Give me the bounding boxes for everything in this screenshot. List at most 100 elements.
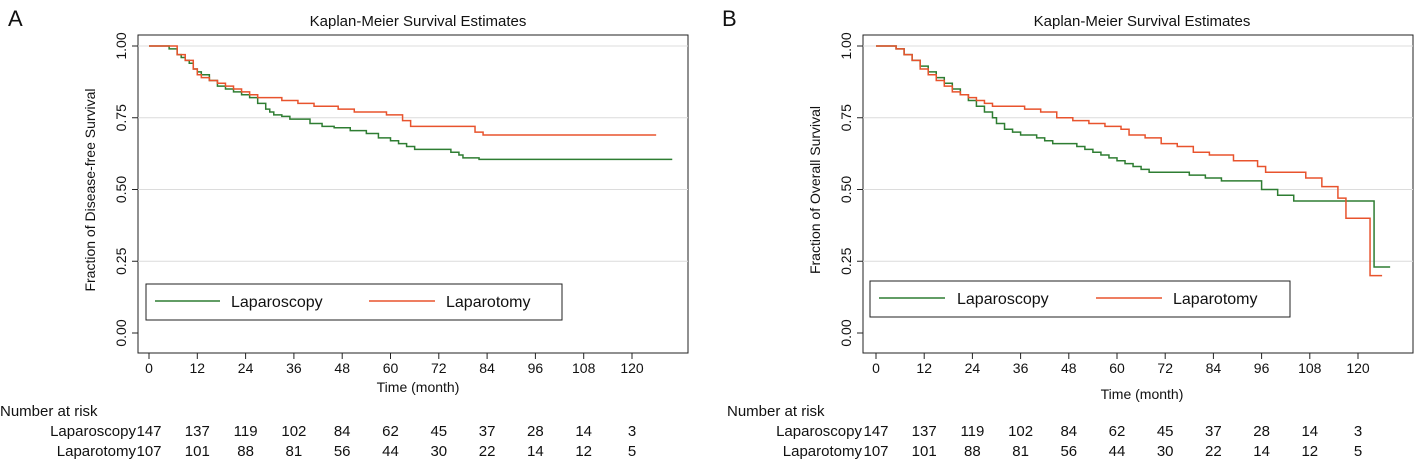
panel-a-x-tick-label-8: 96 — [528, 360, 544, 376]
panel-a-legend-box — [145, 283, 563, 321]
panel-a-series-laparotomy-line — [149, 45, 657, 136]
panel-b-risk-count-laparotomy-24: 88 — [964, 443, 981, 460]
panel-a-risk-count-laparotomy-96: 14 — [527, 443, 544, 460]
panel-a-risk-row-name-laparotomy: Laparotomy — [57, 443, 137, 460]
panel-a-label: A — [8, 6, 23, 31]
panel-b-legend-box — [869, 280, 1291, 318]
panel-b-risk-count-laparoscopy-84: 37 — [1205, 423, 1222, 440]
panel-b-risk-count-laparoscopy-96: 28 — [1253, 423, 1270, 440]
panel-b-y-tick-label-2: 0.50 — [838, 176, 854, 203]
panel-a-legend-label-laparotomy: Laparotomy — [446, 294, 531, 311]
panel-b-risk-row-name-laparoscopy: Laparoscopy — [776, 423, 862, 440]
panel-b-risk-count-laparotomy-96: 14 — [1253, 443, 1270, 460]
panel-a-y-tick-label-1: 0.25 — [113, 247, 129, 274]
panel-a-x-tick-label-7: 84 — [479, 360, 495, 376]
panel-b-risk-count-laparotomy-12: 101 — [912, 443, 937, 460]
panel-a-risk-count-laparoscopy-48: 84 — [334, 423, 351, 440]
panel-b-x-axis-label: Time (month) — [1101, 386, 1184, 402]
panel-b-label: B — [722, 6, 737, 31]
panel-b-risk-count-laparotomy-0: 107 — [863, 443, 888, 460]
panel-b-risk-count-laparoscopy-24: 119 — [960, 423, 984, 440]
panel-a-axes: 0.00 0.25 0.50 0.75 1.00 0 12 24 36 48 60 72 84 96 108… — [113, 32, 644, 376]
panel-a-risk-count-laparoscopy-108: 14 — [575, 423, 592, 440]
panel-a-risk-count-laparotomy-84: 22 — [479, 443, 496, 460]
panel-b-risk-count-laparoscopy-120: 3 — [1354, 423, 1362, 440]
panel-b-x-tick-label-2: 24 — [965, 360, 981, 376]
panel-a-risk-count-laparoscopy-72: 45 — [430, 423, 447, 440]
panel-b-y-axis-label: Fraction of Overall Survival — [807, 106, 823, 274]
panel-a-title: Kaplan-Meier Survival Estimates — [310, 13, 527, 30]
panel-b-risk-table: Number at risk Laparoscopy Laparotomy 14… — [727, 403, 1362, 460]
panel-b-legend: Laparoscopy Laparotomy — [869, 280, 1291, 318]
panel-a-x-tick-label-10: 120 — [620, 360, 644, 376]
panel-a-x-tick-label-0: 0 — [145, 360, 153, 376]
panel-b-y-tick-label-1: 0.25 — [838, 247, 854, 274]
panel-b-risk-count-laparotomy-108: 12 — [1301, 443, 1318, 460]
panel-a-x-tick-label-3: 36 — [286, 360, 302, 376]
panel-b-x-tick-label-1: 12 — [916, 360, 932, 376]
panel-b-risk-count-laparoscopy-48: 84 — [1060, 423, 1077, 440]
panel-a-number-at-risk-label: Number at risk — [0, 403, 98, 420]
panel-a-y-tick-label-2: 0.50 — [113, 176, 129, 203]
panel-a-risk-count-laparotomy-48: 56 — [334, 443, 351, 460]
panel-b-risk-count-laparotomy-48: 56 — [1060, 443, 1077, 460]
panel-a-series — [149, 45, 673, 161]
panel-b-axes: 0.00 0.25 0.50 0.75 1.00 0 12 24 36 48 60 72 84 96 108… — [838, 32, 1370, 376]
panel-b-risk-count-laparoscopy-36: 102 — [1008, 423, 1033, 440]
panel-a: A Kaplan-Meier Survival Estimates Fracti… — [0, 6, 689, 460]
panel-b-x-tick-label-10: 120 — [1346, 360, 1370, 376]
panel-b-risk-row-name-laparotomy: Laparotomy — [783, 443, 863, 460]
panel-a-x-tick-label-5: 60 — [383, 360, 399, 376]
panel-a-legend: Laparoscopy Laparotomy — [145, 283, 563, 321]
panel-a-risk-count-laparotomy-24: 88 — [237, 443, 254, 460]
panel-a-y-tick-label-3: 0.75 — [113, 104, 129, 131]
panel-a-x-tick-label-4: 48 — [334, 360, 350, 376]
panel-b-x-tick-label-9: 108 — [1298, 360, 1322, 376]
panel-b-risk-count-laparotomy-60: 44 — [1109, 443, 1126, 460]
panel-a-risk-count-laparoscopy-84: 37 — [479, 423, 496, 440]
panel-a-risk-count-laparoscopy-96: 28 — [527, 423, 544, 440]
panel-b-x-tick-label-4: 48 — [1061, 360, 1077, 376]
panel-b-x-tick-label-6: 72 — [1157, 360, 1173, 376]
panel-b-series-laparoscopy-line — [876, 45, 1391, 268]
panel-b-x-tick-label-7: 84 — [1206, 360, 1222, 376]
panel-a-risk-count-laparotomy-72: 30 — [430, 443, 447, 460]
panel-a-x-tick-label-6: 72 — [431, 360, 447, 376]
panel-a-gridlines — [138, 45, 688, 262]
panel-b-legend-label-laparotomy: Laparotomy — [1173, 291, 1258, 308]
panel-a-x-tick-label-1: 12 — [190, 360, 206, 376]
panel-a-risk-count-laparotomy-12: 101 — [185, 443, 210, 460]
panel-b-x-tick-label-8: 96 — [1254, 360, 1270, 376]
panel-b-risk-count-laparoscopy-108: 14 — [1301, 423, 1318, 440]
panel-b-y-tick-label-0: 0.00 — [838, 319, 854, 346]
panel-a-y-tick-label-4: 1.00 — [113, 32, 129, 59]
panel-a-risk-count-laparotomy-60: 44 — [382, 443, 399, 460]
panel-b-risk-count-laparoscopy-12: 137 — [912, 423, 937, 440]
panel-b-risk-count-laparotomy-72: 30 — [1157, 443, 1174, 460]
panel-a-risk-count-laparoscopy-0: 147 — [136, 423, 161, 440]
panel-b: B Kaplan-Meier Survival Estimates Fracti… — [722, 6, 1414, 460]
panel-a-x-tick-label-9: 108 — [572, 360, 596, 376]
panel-b-risk-counts: 147 137 119 102 84 62 45 37 28 14 3 107 101 88 81 56 44 3… — [863, 423, 1362, 460]
panel-a-legend-label-laparoscopy: Laparoscopy — [231, 294, 323, 311]
panel-b-risk-count-laparotomy-84: 22 — [1205, 443, 1222, 460]
panel-b-gridlines — [863, 45, 1413, 262]
panel-a-risk-table: Number at risk Laparoscopy Laparotomy 14… — [0, 403, 636, 460]
panel-b-risk-count-laparotomy-36: 81 — [1012, 443, 1029, 460]
panel-b-series-laparotomy-line — [876, 45, 1383, 277]
panel-a-risk-count-laparotomy-36: 81 — [286, 443, 303, 460]
panel-a-risk-count-laparotomy-0: 107 — [136, 443, 161, 460]
panel-a-risk-count-laparotomy-108: 12 — [575, 443, 592, 460]
panel-b-y-tick-label-3: 0.75 — [838, 104, 854, 131]
panel-b-risk-count-laparoscopy-60: 62 — [1109, 423, 1126, 440]
panel-b-x-tick-label-5: 60 — [1109, 360, 1125, 376]
panel-b-x-tick-label-0: 0 — [872, 360, 880, 376]
panel-a-risk-count-laparotomy-120: 5 — [628, 443, 636, 460]
panel-b-risk-count-laparoscopy-0: 147 — [863, 423, 888, 440]
panel-a-y-tick-label-0: 0.00 — [113, 319, 129, 346]
panel-b-number-at-risk-label: Number at risk — [727, 403, 825, 420]
panel-b-title: Kaplan-Meier Survival Estimates — [1034, 13, 1251, 30]
panel-b-x-tick-label-3: 36 — [1013, 360, 1029, 376]
panel-a-risk-count-laparoscopy-120: 3 — [628, 423, 636, 440]
